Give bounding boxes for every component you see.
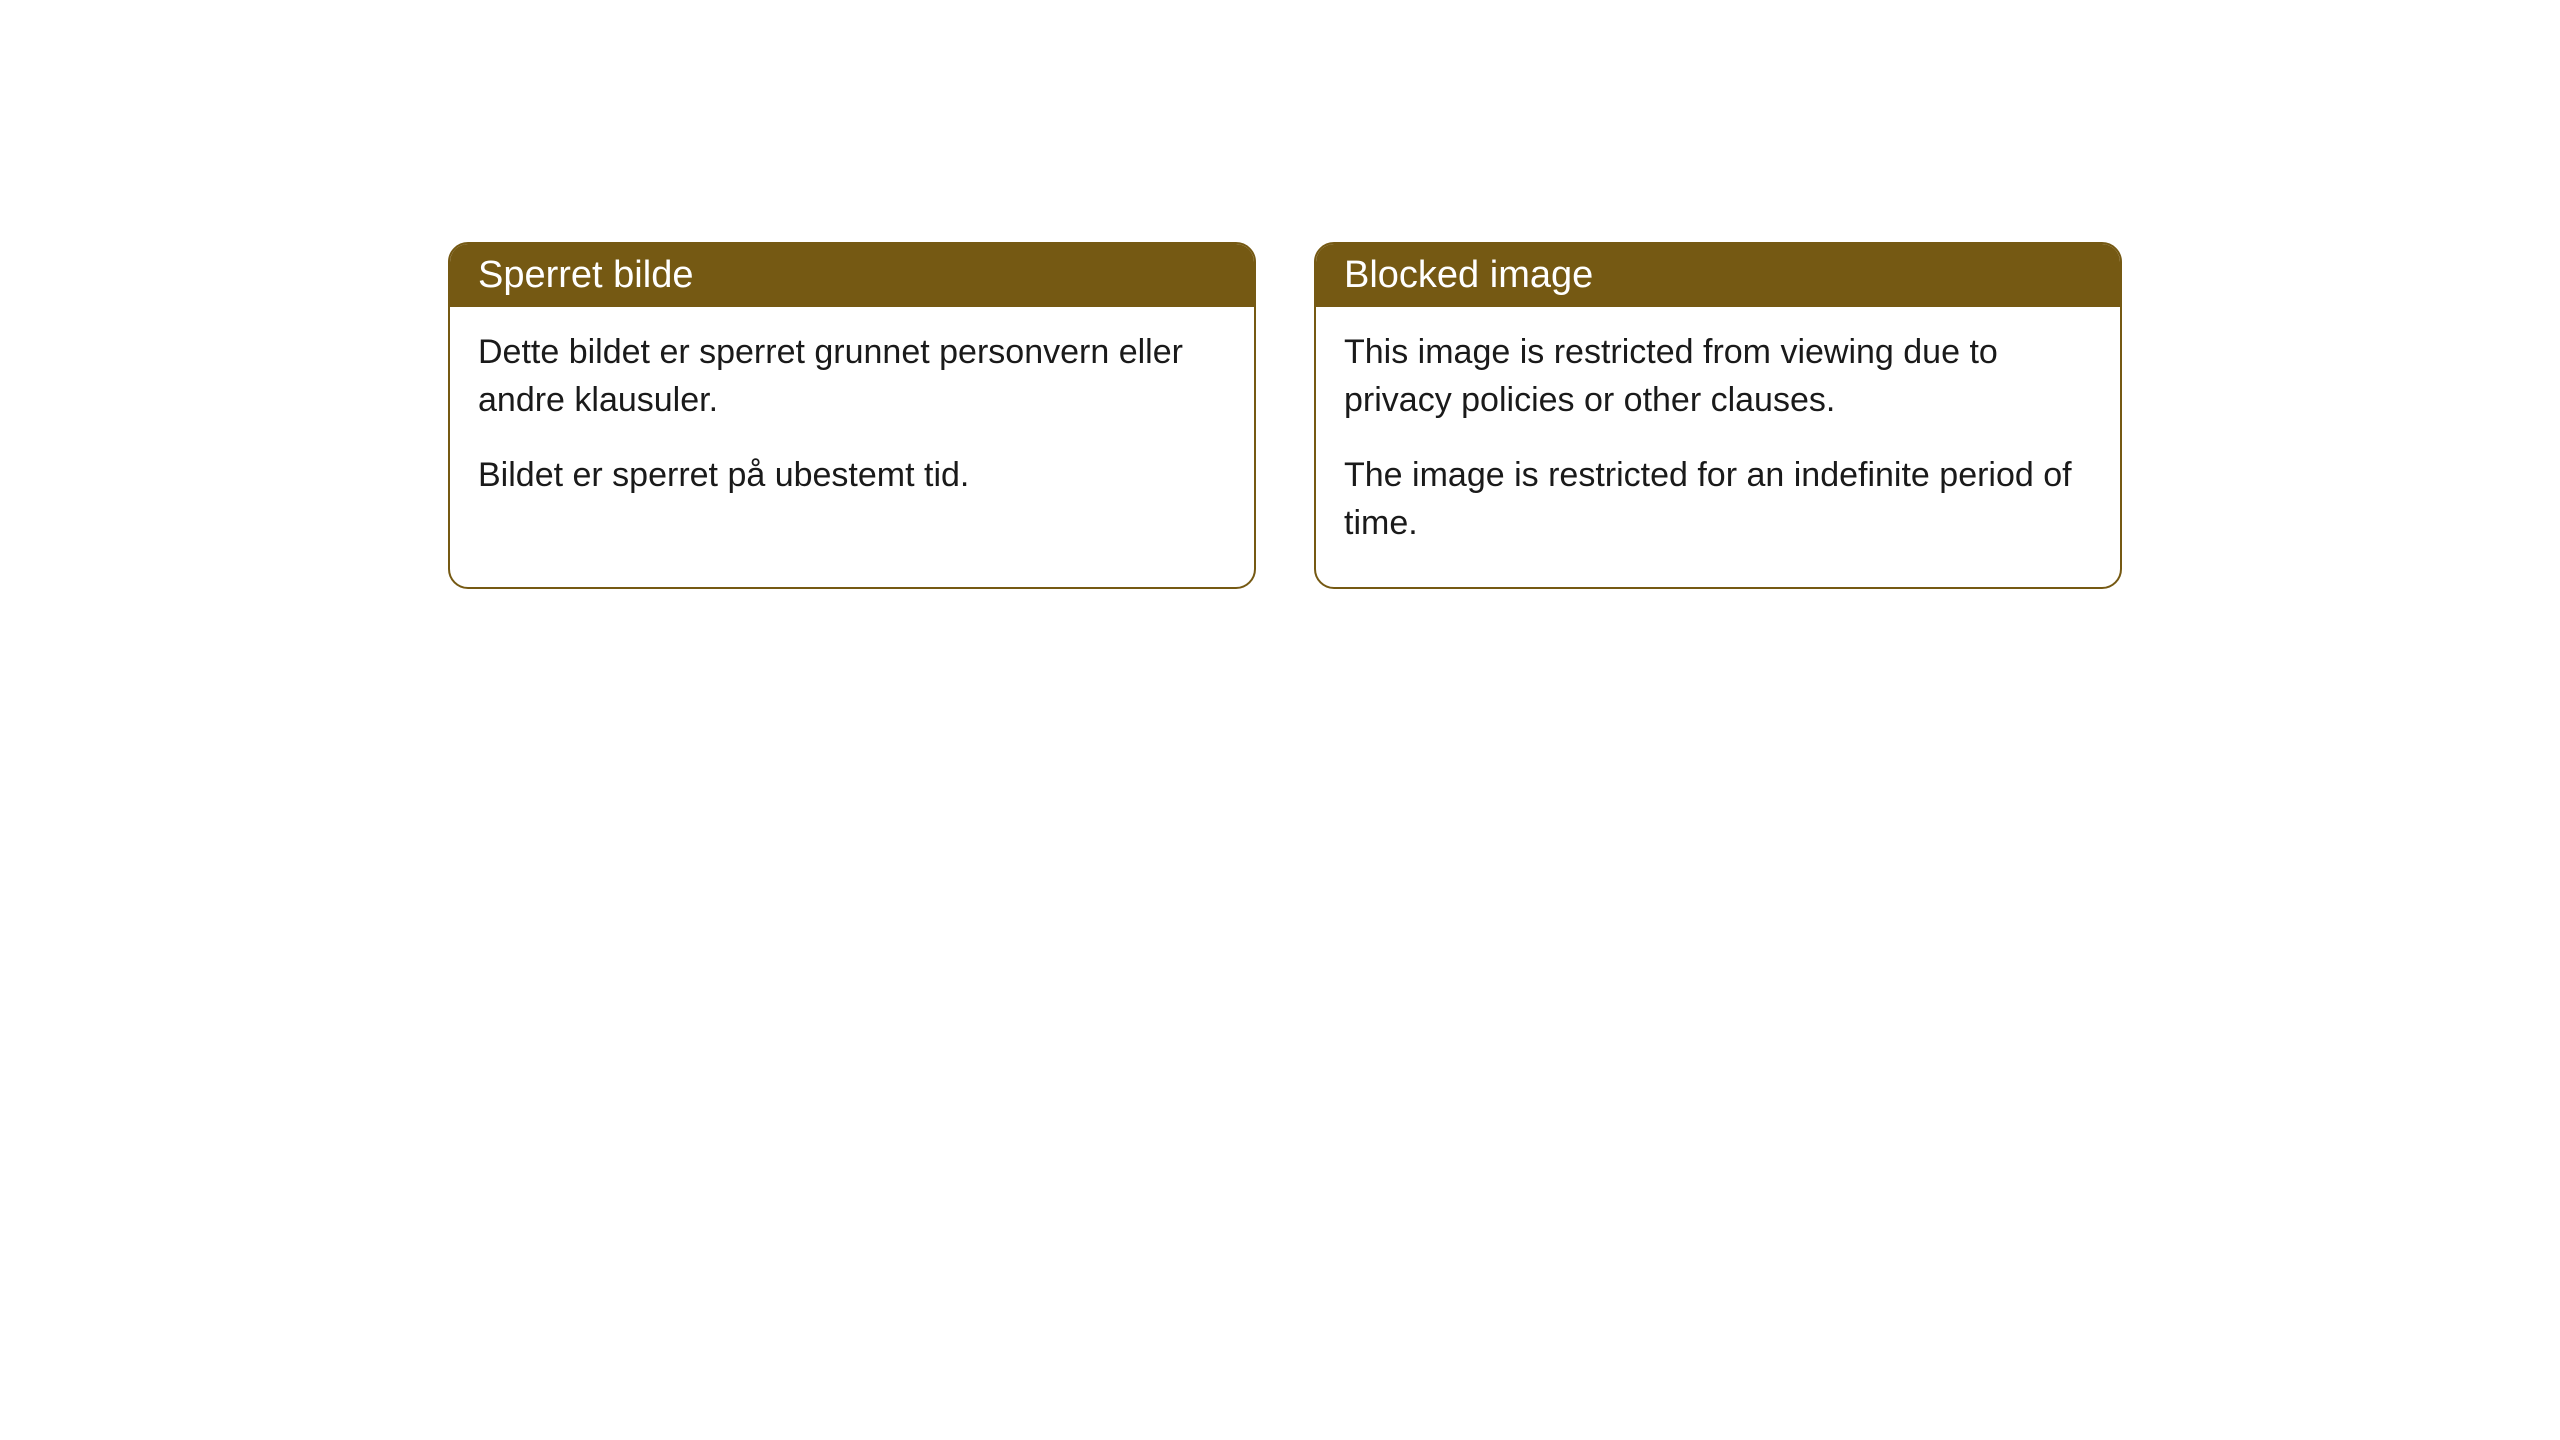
- card-paragraph-2-en: The image is restricted for an indefinit…: [1344, 452, 2092, 547]
- card-paragraph-1-en: This image is restricted from viewing du…: [1344, 329, 2092, 424]
- cards-container: Sperret bilde Dette bildet er sperret gr…: [448, 242, 2122, 589]
- card-header-en: Blocked image: [1316, 244, 2120, 307]
- blocked-image-card-en: Blocked image This image is restricted f…: [1314, 242, 2122, 589]
- card-body-no: Dette bildet er sperret grunnet personve…: [450, 307, 1254, 540]
- card-header-no: Sperret bilde: [450, 244, 1254, 307]
- card-body-en: This image is restricted from viewing du…: [1316, 307, 2120, 587]
- card-paragraph-2-no: Bildet er sperret på ubestemt tid.: [478, 452, 1226, 500]
- blocked-image-card-no: Sperret bilde Dette bildet er sperret gr…: [448, 242, 1256, 589]
- card-paragraph-1-no: Dette bildet er sperret grunnet personve…: [478, 329, 1226, 424]
